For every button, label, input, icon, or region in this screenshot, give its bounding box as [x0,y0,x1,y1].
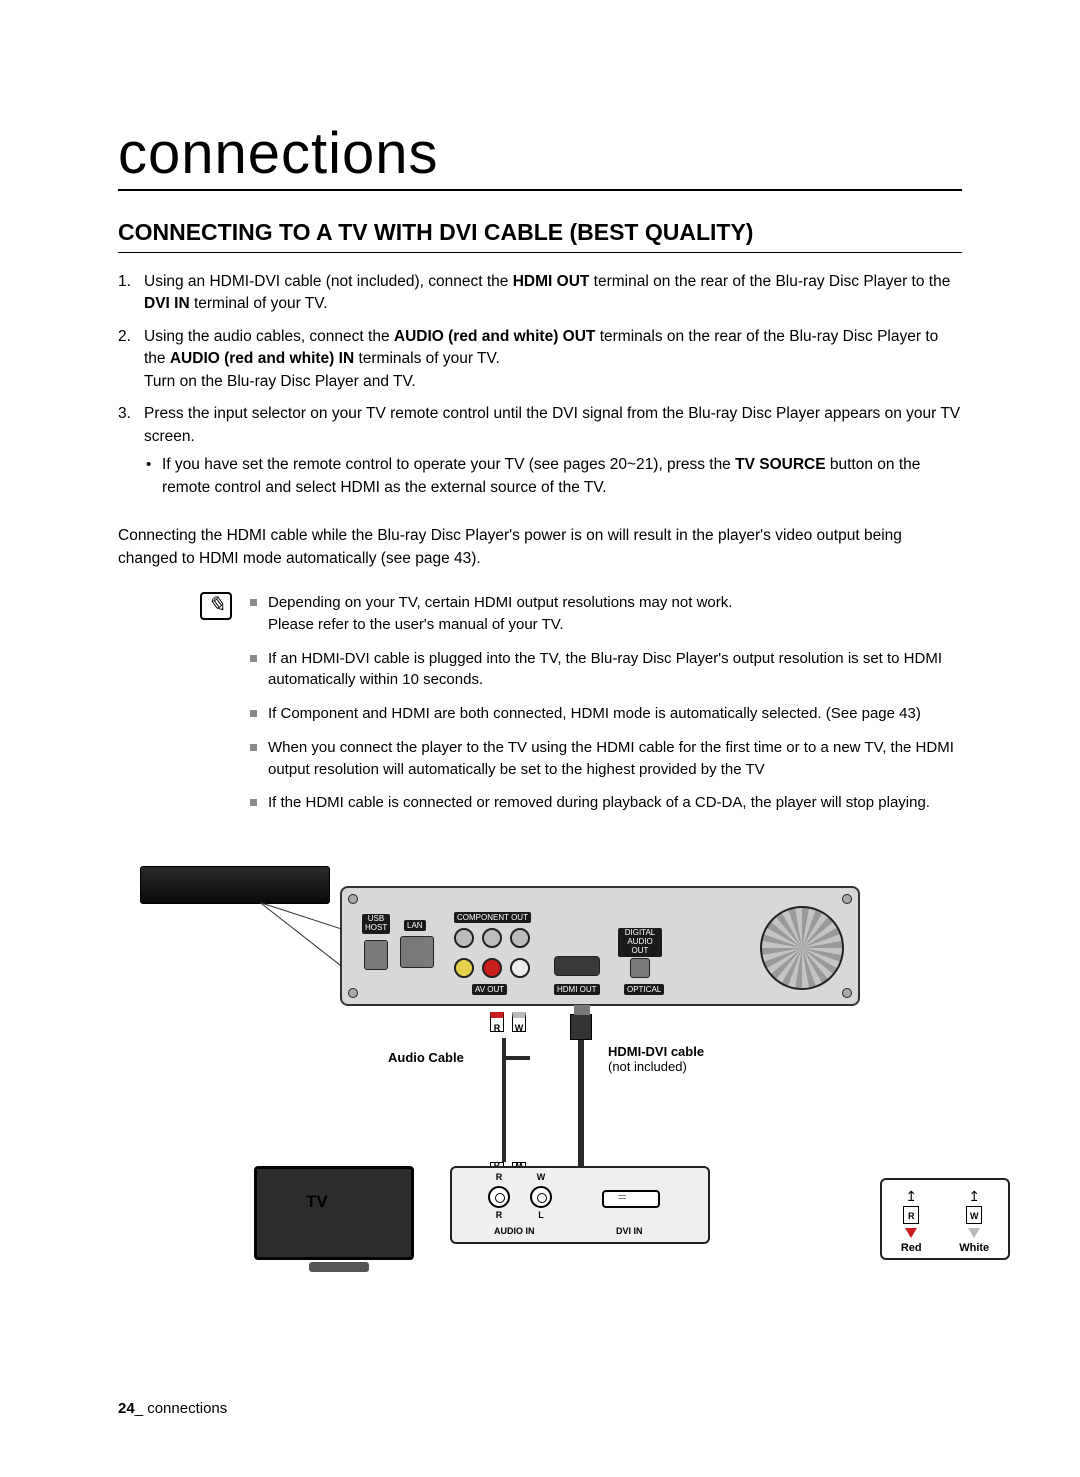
digiaudio-label: DIGITAL AUDIO OUT [618,928,662,956]
legend-red-plug: ↥ R Red [901,1191,922,1254]
fan-vent [760,906,844,990]
hdmi-dvi-label-text: HDMI-DVI cable [608,1044,704,1059]
player-rear-panel: USB HOST LAN COMPONENT OUT AV OUT HDMI O… [340,886,860,1006]
av-audio-r-jack [482,958,502,978]
step-text: terminal on the rear of the Blu-ray Disc… [589,273,950,290]
bold: DVI IN [144,295,190,312]
tv-jack-r-label: R [489,1172,509,1182]
section-title: CONNECTING TO A TV WITH DVI CABLE (BEST … [118,219,962,253]
rca-plug-w: W [512,1012,526,1032]
step-text: terminals of your TV. [354,350,500,367]
step-tail: Turn on the Blu-ray Disc Player and TV. [144,373,416,390]
arrow-icon: ↥ [905,1191,917,1202]
audio-in-label: AUDIO IN [494,1226,535,1236]
tv-stand [309,1262,369,1272]
hdmi-plug-top [570,1014,592,1040]
legend-white-tip [968,1228,980,1238]
bold: TV SOURCE [735,456,825,473]
legend-r-box: R [903,1206,919,1224]
component-label: COMPONENT OUT [454,912,531,923]
step-text: Using an HDMI-DVI cable (not included), … [144,273,513,290]
bold: AUDIO (red and white) OUT [394,328,596,345]
note-item: Depending on your TV, certain HDMI outpu… [250,592,962,636]
lan-port [400,936,434,968]
arrow-icon: ↥ [968,1191,980,1202]
tv-input-panel: R R W L AUDIO IN DVI IN [450,1166,710,1244]
step-text: Using the audio cables, connect the [144,328,394,345]
av-audio-l-jack [510,958,530,978]
hdmi-dvi-cable [578,1040,584,1170]
component-jack [454,928,474,948]
step-num: 2. [118,326,131,348]
sub-text: If you have set the remote control to op… [162,456,735,473]
dvi-in-label: DVI IN [616,1226,643,1236]
avout-label: AV OUT [472,984,507,995]
sub-bullet-item: If you have set the remote control to op… [144,454,962,499]
note-item: If an HDMI-DVI cable is plugged into the… [250,648,962,692]
av-video-jack [454,958,474,978]
note-item: When you connect the player to the TV us… [250,737,962,781]
player-front-view [140,866,330,904]
lan-label: LAN [404,920,426,931]
page-number: 24 [118,1400,135,1417]
legend-red-tip [905,1228,917,1238]
tv-illustration [254,1166,424,1276]
connection-diagram: USB HOST LAN COMPONENT OUT AV OUT HDMI O… [180,866,900,1266]
step-num: 1. [118,271,131,293]
legend-white-label: White [959,1242,989,1254]
legend-white-plug: ↥ W White [959,1191,989,1254]
legend-w-box: W [966,1206,982,1224]
screw [348,894,358,904]
note-item: If Component and HDMI are both connected… [250,703,962,725]
tv-jack-r-sub: R [489,1210,509,1220]
hdmi-out-port [554,956,600,976]
tv-audio-l-jack [530,1186,552,1208]
tv-label: TV [306,1192,328,1212]
note-item: If the HDMI cable is connected or remove… [250,792,962,814]
step-text: Press the input selector on your TV remo… [144,405,960,444]
screw [842,988,852,998]
note-list: Depending on your TV, certain HDMI outpu… [250,592,962,826]
note-block: Depending on your TV, certain HDMI outpu… [118,592,962,826]
component-jack [510,928,530,948]
tv-audio-r-jack [488,1186,510,1208]
optical-port [630,958,650,978]
note-icon [200,592,232,620]
audio-cable [502,1056,530,1060]
rca-plug-r: R [490,1012,504,1032]
tv-screen [254,1166,414,1260]
tv-jack-w-label: W [531,1172,551,1182]
steps-list: 1. Using an HDMI-DVI cable (not included… [118,271,962,499]
hdmi-dvi-sublabel: (not included) [608,1059,704,1074]
bold: HDMI OUT [513,273,590,290]
step-2: 2. Using the audio cables, connect the A… [118,326,962,393]
usb-label: USB HOST [362,914,390,934]
rca-top-plugs: R W [490,1012,526,1032]
bold: AUDIO (red and white) IN [170,350,354,367]
sub-bullet-list: If you have set the remote control to op… [144,454,962,499]
usb-port [364,940,388,970]
step-3: 3. Press the input selector on your TV r… [118,403,962,499]
step-num: 3. [118,403,131,425]
tv-jack-l-sub: L [531,1210,551,1220]
legend-red-label: Red [901,1242,922,1254]
hdmi-dvi-cable-label: HDMI-DVI cable (not included) [608,1044,704,1074]
step-1: 1. Using an HDMI-DVI cable (not included… [118,271,962,316]
footer-sep: _ [135,1400,148,1417]
legend-box: ↥ R Red ↥ W White [880,1178,1010,1260]
chapter-title: connections [118,120,962,191]
audio-cable-label: Audio Cable [388,1050,464,1065]
optical-label: OPTICAL [624,984,664,995]
footer-label: connections [147,1400,227,1417]
screw [348,988,358,998]
step-text: terminal of your TV. [190,295,328,312]
page-footer: 24_ connections [118,1400,227,1417]
component-jack [482,928,502,948]
screw [842,894,852,904]
paragraph: Connecting the HDMI cable while the Blu-… [118,525,962,570]
hdmiout-label: HDMI OUT [554,984,600,995]
tv-dvi-in-port [602,1190,660,1208]
